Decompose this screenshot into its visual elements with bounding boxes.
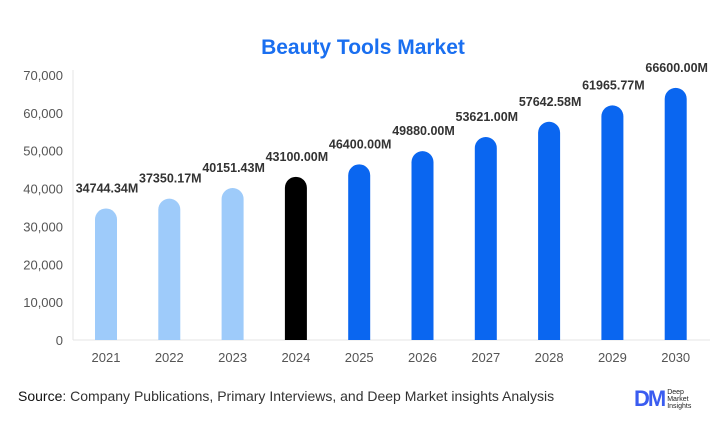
y-tick-label: 20,000 <box>23 257 63 272</box>
x-tick-label: 2024 <box>281 350 310 365</box>
source-label: Source <box>18 388 63 404</box>
bar-chart: 0 10,000 20,000 30,000 40,000 50,000 60,000 70,… <box>23 61 710 365</box>
logo-text: Deep Market Insights <box>667 388 692 410</box>
bar <box>221 187 244 340</box>
x-tick-label: 2022 <box>155 350 184 365</box>
chart-title: Beauty Tools Market <box>261 36 465 59</box>
data-label: 43100.00M <box>266 150 329 164</box>
bar <box>601 105 624 340</box>
y-tick-label: 60,000 <box>23 106 63 121</box>
data-label: 34744.34M <box>76 181 139 195</box>
y-tick-label: 0 <box>56 333 63 348</box>
x-tick-label: 2028 <box>535 350 564 365</box>
y-tick-label: 50,000 <box>23 144 63 159</box>
bar <box>411 151 434 340</box>
x-tick-label: 2023 <box>218 350 247 365</box>
x-tick-label: 2025 <box>345 350 374 365</box>
logo-mark: DM <box>634 386 666 411</box>
x-tick-label: 2026 <box>408 350 437 365</box>
data-label: 66600.00M <box>645 61 708 75</box>
y-tick-label: 30,000 <box>23 219 63 234</box>
x-tick-label: 2027 <box>471 350 500 365</box>
y-tick-label: 70,000 <box>23 68 63 83</box>
bar <box>664 87 687 340</box>
source-text: : Company Publications, Primary Intervie… <box>62 388 555 404</box>
data-label: 40151.43M <box>202 161 265 175</box>
data-label: 61965.77M <box>582 78 645 92</box>
data-label: 37350.17M <box>139 172 202 186</box>
bar <box>284 176 307 340</box>
x-tick-label: 2021 <box>92 350 121 365</box>
bar <box>348 164 371 340</box>
y-tick-label: 10,000 <box>23 295 63 310</box>
source-note: Source: Company Publications, Primary In… <box>18 388 554 404</box>
x-tick-label: 2030 <box>661 350 690 365</box>
data-label: 57642.58M <box>519 95 582 109</box>
logo: DM Deep Market Insights <box>634 386 691 412</box>
data-label: 46400.00M <box>329 137 392 151</box>
bar <box>538 121 561 340</box>
x-tick-label: 2029 <box>598 350 627 365</box>
y-tick-label: 40,000 <box>23 182 63 197</box>
bar <box>95 208 117 340</box>
data-label: 53621.00M <box>456 110 519 124</box>
data-label: 49880.00M <box>392 124 455 138</box>
bar <box>474 137 497 340</box>
bar <box>158 198 181 340</box>
